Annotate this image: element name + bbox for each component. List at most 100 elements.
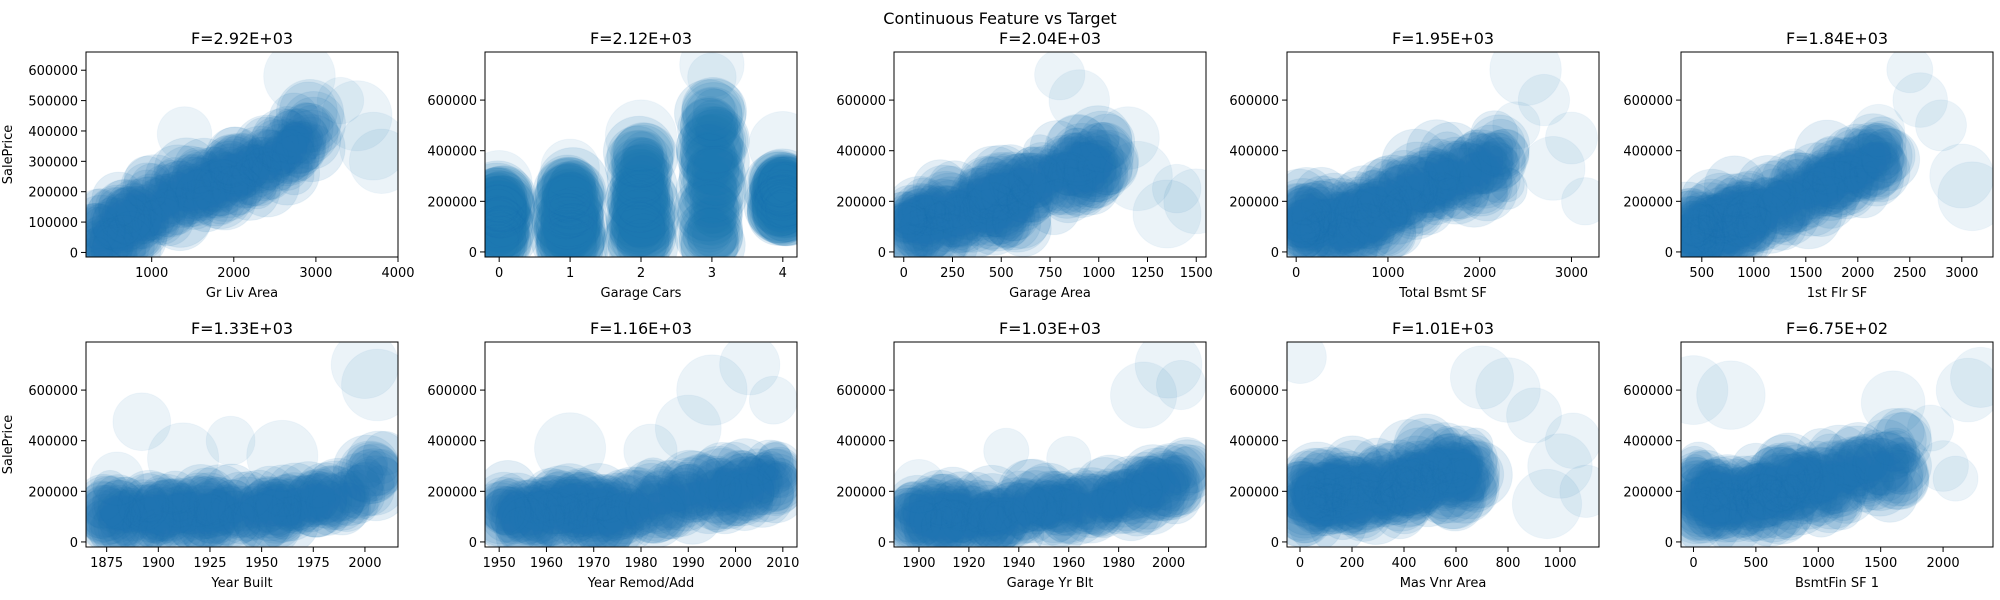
scatter-point [1737,163,1795,221]
scatter-point [992,156,1060,224]
scatter-point [1782,170,1829,217]
scatter-point [1467,158,1505,195]
scatter-point [346,443,398,497]
scatter-point [927,160,982,215]
scatter-point [673,175,744,246]
scatter-point [1412,150,1467,205]
scatter-point [219,150,268,199]
scatter-point [187,151,253,217]
scatter-point [1287,191,1323,236]
scatter-point [180,170,212,202]
x-tick-label: 0 [1296,556,1304,571]
scatter-point [612,122,674,184]
scatter-point [245,491,288,534]
scatter-point [539,192,609,257]
scatter-point [897,187,946,236]
scatter-point [285,119,327,161]
scatter-point [1851,135,1891,174]
scatter-point [1424,151,1455,181]
scatter-point [1335,176,1382,223]
scatter-point [987,188,1040,242]
scatter-point [189,477,239,528]
scatter-point [547,163,593,209]
scatter-point [1317,193,1359,235]
scatter-point [540,187,605,252]
scatter-point [105,506,146,546]
scatter-point [485,171,535,239]
scatter-point [687,160,738,211]
scatter-point [1791,154,1855,217]
scatter-point [266,473,309,516]
scatter-point [97,496,159,547]
scatter-point [681,77,745,141]
scatter-point [686,143,744,201]
scatter-point [109,225,151,257]
x-tick-label: 1000 [1082,266,1115,281]
scatter-point [685,471,745,531]
scatter-point [144,494,193,543]
scatter-point [1756,199,1808,251]
scatter-point [1485,142,1518,176]
x-tick-label: 500 [989,266,1014,281]
x-tick-label: 1500 [1789,266,1822,281]
scatter-point [757,178,797,231]
scatter-point [1355,169,1393,208]
scatter-point [140,483,179,522]
scatter-point [1685,194,1748,257]
scatter-point [923,201,962,240]
scatter-point [983,427,1030,474]
scatter-point [241,143,282,184]
scatter-point [86,215,123,257]
scatter-point [1458,155,1513,209]
scatter-point [918,187,955,225]
scatter-point [535,199,607,257]
scatter-point [1842,128,1905,191]
scatter-point [692,88,736,132]
scatter-point [156,106,213,162]
scatter-point [1406,119,1468,181]
scatter-point [118,469,180,532]
scatter-point [485,224,520,257]
scatter-point [1775,158,1814,197]
scatter-point [295,471,353,529]
scatter-point [306,457,370,522]
scatter-point [894,175,954,245]
scatter-point [1686,204,1725,242]
scatter-point [1056,127,1098,169]
scatter-point [1731,177,1764,210]
scatter-point [1072,121,1135,184]
scatter-point [1823,126,1875,179]
scatter-point [127,497,166,536]
y-tick-label: 200000 [1623,485,1673,500]
scatter-point [87,497,131,542]
scatter-point [749,169,797,239]
scatter-point [227,486,281,540]
panel-title: F=6.75E+02 [1786,319,1888,338]
scatter-point [764,184,797,228]
scatter-point [485,180,528,241]
scatter-point [1700,199,1740,239]
scatter-point [102,195,170,257]
scatter-point [97,476,151,531]
scatter-point [618,154,666,201]
scatter-point [309,480,348,519]
scatter-point [485,180,527,232]
scatter-point [301,460,368,527]
scatter-point [215,145,279,209]
scatter-point [1763,167,1829,233]
y-axis-label: SalePrice [1,415,16,475]
scatter-point [485,173,527,237]
scatter-point [229,144,283,198]
scatter-point [1434,160,1465,191]
scatter-point [1411,172,1457,219]
scatter-point [1838,131,1908,201]
scatter-point [314,480,370,536]
scatter-point [275,79,345,148]
scatter-point [114,497,147,529]
scatter-point [916,186,962,232]
y-tick-label: 200000 [1229,195,1279,210]
scatter-point [1472,141,1508,177]
scatter-point [622,140,666,184]
